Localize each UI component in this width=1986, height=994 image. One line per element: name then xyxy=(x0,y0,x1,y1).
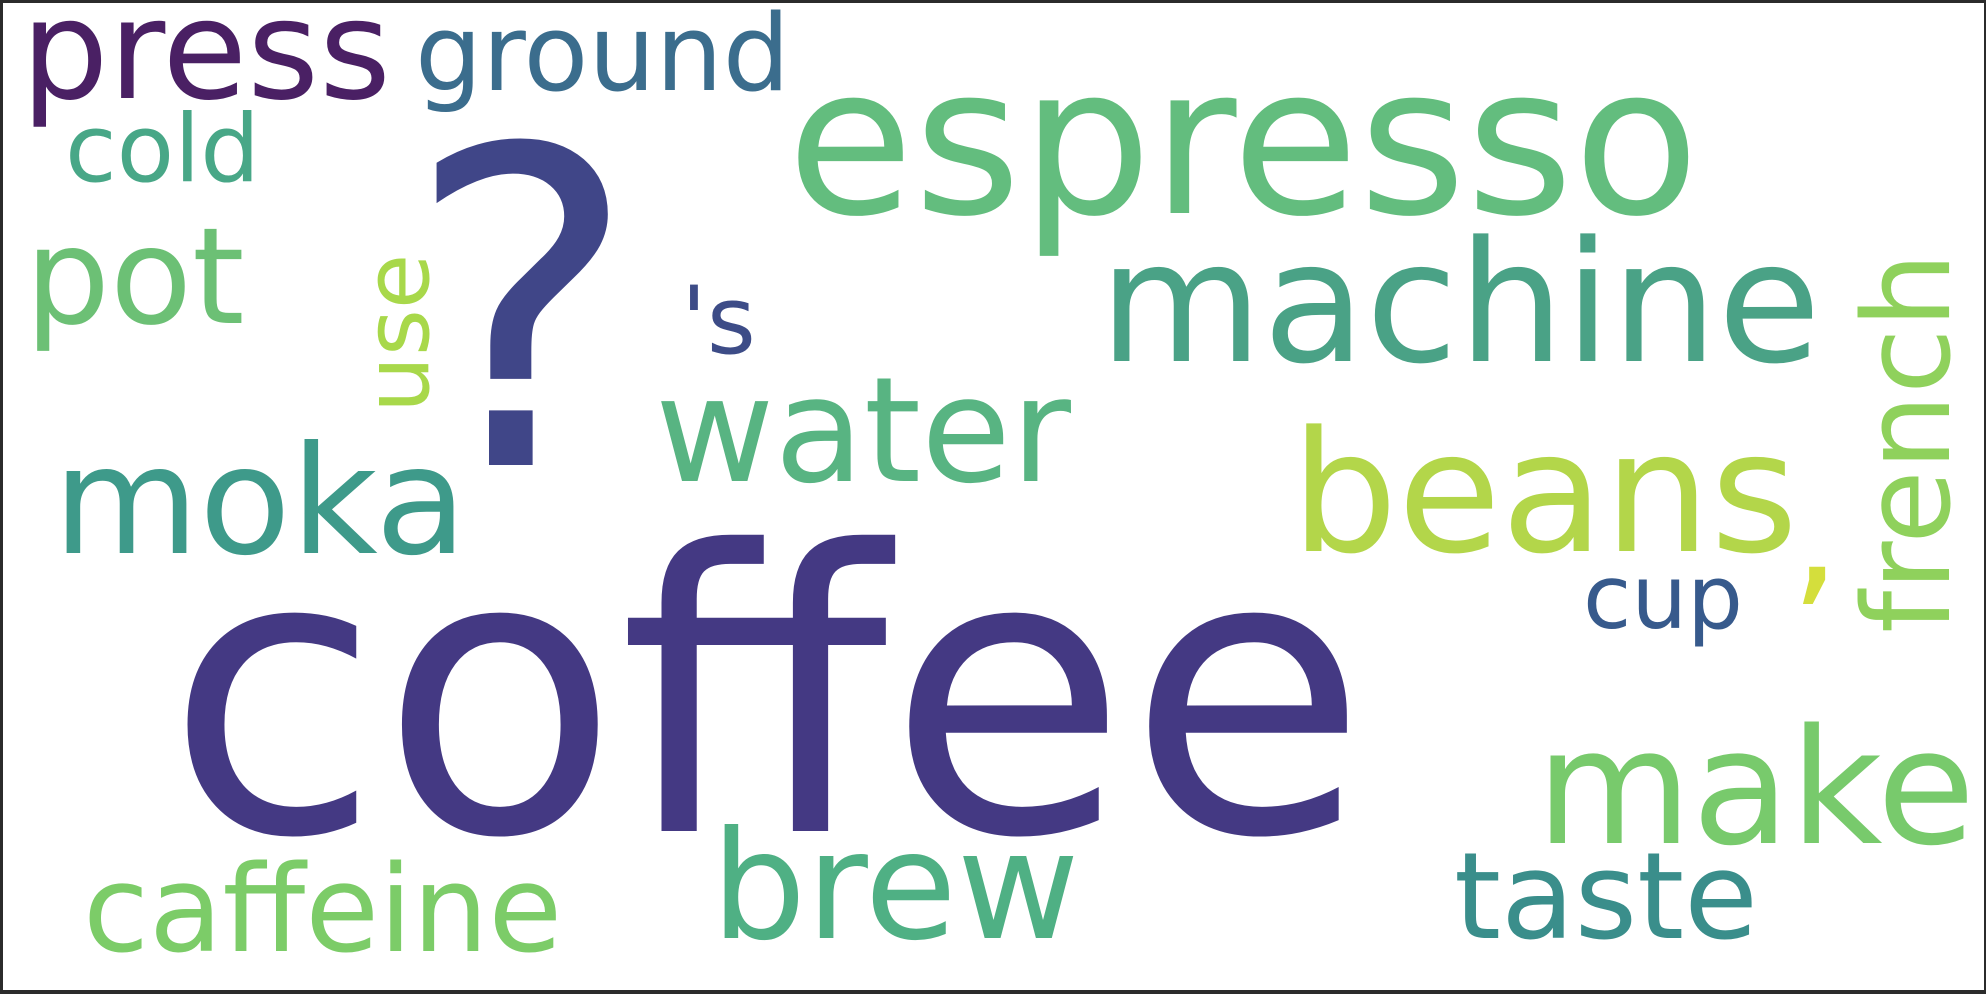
word-use: use xyxy=(345,254,450,413)
word-cloud-canvas: coffee ? espresso machine beans make wat… xyxy=(3,3,1984,990)
word-brew: brew xyxy=(711,800,1080,974)
word-comma: , xyxy=(1791,442,1840,623)
word-taste: taste xyxy=(1454,828,1758,967)
word-pot: pot xyxy=(25,199,245,355)
word-cup: cup xyxy=(1583,546,1743,649)
word-french: french xyxy=(1839,252,1978,633)
word-question-mark: ? xyxy=(405,57,639,569)
word-ground: ground xyxy=(415,3,790,115)
word-caffeine: caffeine xyxy=(83,841,562,980)
word-make: make xyxy=(1536,694,1975,881)
word-cold: cold xyxy=(65,95,260,204)
word-beans: beans xyxy=(1291,395,1798,591)
word-machine: machine xyxy=(1099,205,1821,401)
word-moka: moka xyxy=(53,415,467,589)
word-cloud: coffee ? espresso machine beans make wat… xyxy=(21,3,1978,980)
word-espresso: espresso xyxy=(787,22,1699,262)
word-apostrophe-s: 's xyxy=(681,267,756,376)
word-press: press xyxy=(21,3,391,131)
word-water: water xyxy=(655,346,1072,516)
word-coffee: coffee xyxy=(166,469,1368,923)
